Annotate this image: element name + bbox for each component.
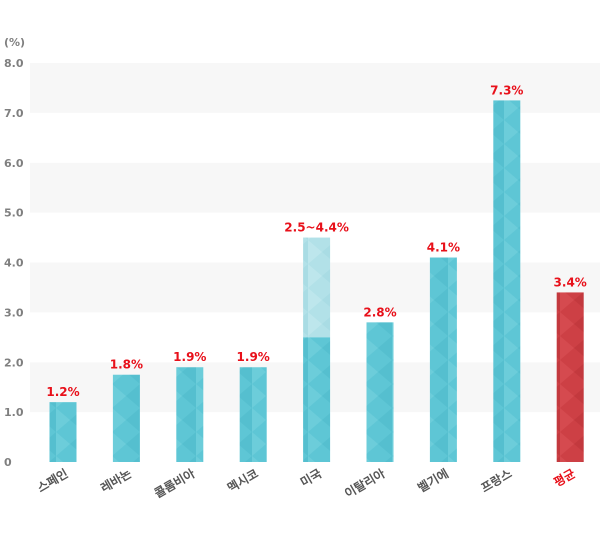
y-tick-label: 0 xyxy=(4,456,12,469)
bar xyxy=(112,374,140,462)
x-tick-label: 콜롬비아 xyxy=(152,466,198,501)
bar xyxy=(366,322,394,462)
bar xyxy=(176,367,204,462)
x-tick-label: 이탈리아 xyxy=(342,466,388,501)
y-tick-label: 6.0 xyxy=(4,157,24,170)
x-tick-label: 멕시코 xyxy=(225,466,261,496)
value-label: 2.8% xyxy=(363,305,396,319)
y-tick-label: 1.0 xyxy=(4,406,24,419)
value-label: 7.3% xyxy=(490,83,523,97)
x-tick-label: 스페인 xyxy=(34,466,70,496)
y-axis: 0 1.0 2.0 3.0 4.0 5.0 6.0 7.0 8.0 xyxy=(4,57,24,469)
value-label: 1.8% xyxy=(110,358,143,372)
average-bar xyxy=(556,292,584,462)
x-axis: 스페인 레바논 콜롬비아 멕시코 미국 이탈리아 벨기에 프랑스 평균 xyxy=(34,466,577,501)
value-labels: 1.2% 1.8% 1.9% 1.9% 2.5~4.4% 2.8% 4.1% 7.3% 3.4% xyxy=(46,83,586,399)
value-label: 2.5~4.4% xyxy=(284,221,349,235)
y-tick-label: 7.0 xyxy=(4,107,24,120)
value-label: 1.9% xyxy=(173,350,206,364)
bars xyxy=(49,100,584,462)
bar xyxy=(493,100,521,462)
unit-label: (%) xyxy=(4,36,25,49)
bar-range-segment xyxy=(303,237,331,338)
y-tick-label: 5.0 xyxy=(4,207,24,220)
y-tick-label: 4.0 xyxy=(4,257,24,270)
bar xyxy=(303,337,331,462)
x-tick-label: 미국 xyxy=(297,466,324,490)
x-tick-label: 레바논 xyxy=(98,466,134,496)
bar xyxy=(49,402,77,462)
x-tick-label: 벨기에 xyxy=(415,466,451,496)
value-label: 4.1% xyxy=(427,241,460,255)
bar xyxy=(239,367,267,462)
y-tick-label: 8.0 xyxy=(4,57,24,70)
y-tick-label: 2.0 xyxy=(4,356,24,369)
value-label: 1.2% xyxy=(46,385,79,399)
y-tick-label: 3.0 xyxy=(4,306,24,319)
bar xyxy=(429,257,457,462)
x-tick-label: 평균 xyxy=(552,466,578,489)
value-label: 3.4% xyxy=(554,275,587,289)
value-label: 1.9% xyxy=(237,350,270,364)
x-tick-label: 프랑스 xyxy=(479,466,515,495)
